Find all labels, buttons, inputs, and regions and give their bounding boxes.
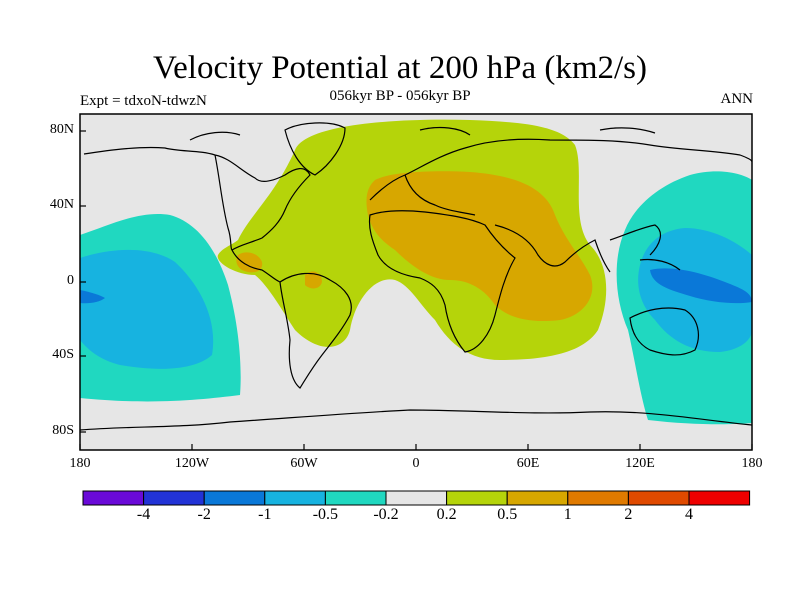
lon-label-0: 0 [412,456,420,471]
colorbar-swatch [688,490,751,506]
colorbar-swatch [627,490,690,506]
lon-label-120e: 120E [625,456,655,471]
lon-label-60e: 60E [516,456,540,471]
colorbar-swatch [264,490,326,506]
lat-label-40s: 40S [52,347,74,362]
lat-label-80s: 80S [52,423,74,438]
experiment-label: Expt = tdxoN-tdwzN [80,93,207,109]
colorbar-swatch [203,490,266,506]
lon-label-60w: 60W [290,456,318,471]
colorbar-label: -4 [136,506,151,523]
contour-positive-05-small [236,252,263,273]
lat-label-80n: 80N [49,122,74,137]
lon-label-180w: 180 [69,456,91,471]
map-title: Velocity Potential at 200 hPa (km2/s) [152,50,648,86]
colorbar [82,490,751,506]
colorbar-label: -0.2 [373,506,399,523]
colorbar-swatch [385,490,448,506]
colorbar-label: -2 [197,506,211,523]
colorbar-label: -1 [258,506,272,523]
colorbar-swatch [446,490,508,506]
contour-negative-1-west [80,290,105,304]
map-subtitle: 056kyr BP - 056kyr BP [329,88,471,104]
contour-positive-05 [366,171,593,322]
axis-ticks [79,130,753,450]
contour-positive-05-small2 [305,271,322,289]
colorbar-label: 4 [685,506,693,523]
colorbar-label: 0.5 [497,506,518,523]
season-label: ANN [720,91,754,107]
colorbar-swatch [143,490,205,506]
contour-negative-05-west [80,249,214,369]
colorbar-swatch [324,490,387,506]
colorbar-swatch [567,490,629,506]
colorbar-swatch [506,490,569,506]
lat-label-0: 0 [67,273,74,288]
colorbar-label: 2 [624,506,633,523]
contour-negative-1-east [650,268,752,304]
colorbar-swatch [82,490,145,506]
colorbar-label: -0.5 [312,506,339,523]
lon-label-120w: 120W [174,456,210,471]
lon-label-180e: 180 [741,456,763,471]
colorbar-label: 0.2 [436,506,457,523]
lat-label-40n: 40N [49,197,74,212]
map-field [80,114,752,450]
colorbar-label: 1 [563,506,572,523]
coastlines [80,122,752,431]
